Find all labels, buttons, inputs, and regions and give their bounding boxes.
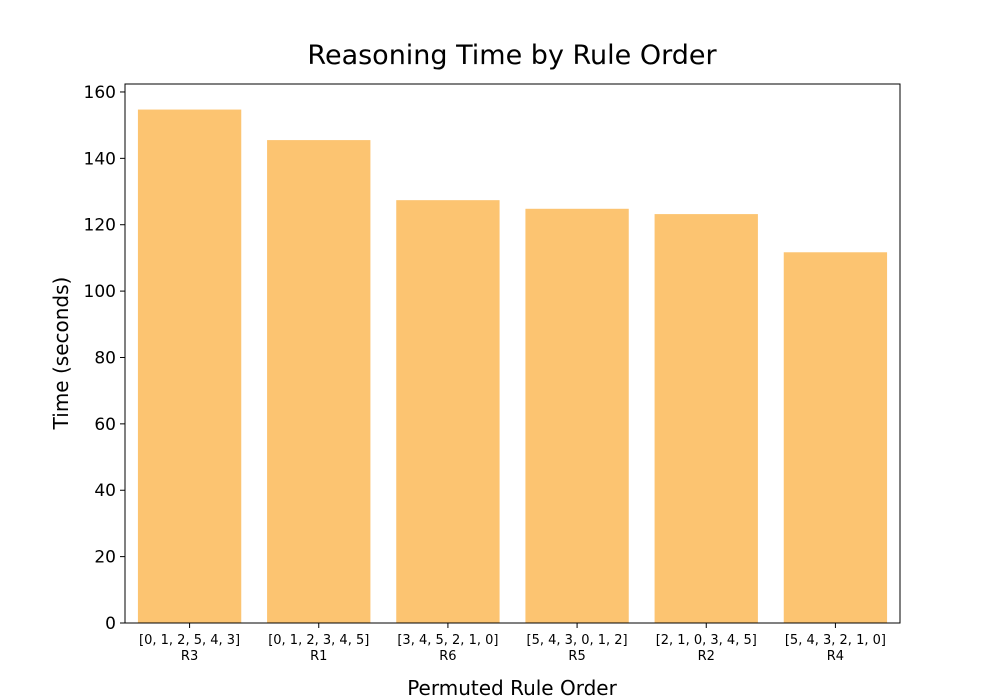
y-tick-label: 60	[94, 415, 116, 435]
y-tick-label: 100	[84, 282, 116, 302]
x-tick-label-rule: R2	[698, 649, 715, 664]
y-tick-label: 0	[105, 614, 116, 634]
x-tick-label-order: [3, 4, 5, 2, 1, 0]	[397, 633, 498, 648]
x-tick-label-rule: R3	[181, 649, 198, 664]
x-tick-label-order: [5, 4, 3, 2, 1, 0]	[785, 633, 886, 648]
y-tick-label: 120	[84, 216, 116, 236]
x-tick-label-rule: R4	[827, 649, 844, 664]
bar-r4	[783, 252, 888, 623]
x-tick-label-order: [2, 1, 0, 3, 4, 5]	[656, 633, 757, 648]
y-axis: 0 20 40 60 80 100 120 140 160	[84, 83, 125, 634]
y-tick-label: 140	[84, 149, 116, 169]
bar-r6	[396, 200, 500, 623]
x-axis-label: Permuted Rule Order	[407, 676, 617, 700]
y-tick-label: 80	[94, 348, 116, 368]
y-tick-label: 20	[94, 548, 116, 568]
plot-frame	[124, 83, 901, 624]
x-axis: [0, 1, 2, 5, 4, 3]R3 [0, 1, 2, 3, 4, 5]R1…	[139, 623, 886, 664]
x-tick-label-order: [5, 4, 3, 0, 1, 2]	[527, 633, 628, 648]
bar-r3	[137, 109, 242, 623]
bar-r1	[267, 140, 371, 623]
chart-title: Reasoning Time by Rule Order	[307, 40, 717, 71]
x-tick-label-rule: R1	[310, 649, 327, 664]
x-tick-label-rule: R6	[439, 649, 456, 664]
x-tick-label-order: [0, 1, 2, 3, 4, 5]	[268, 633, 369, 648]
x-tick-label-rule: R5	[568, 649, 585, 664]
bar-r2	[654, 214, 758, 623]
y-tick-label: 40	[94, 481, 116, 501]
y-axis-label: Time (seconds)	[49, 277, 73, 431]
bars-group	[137, 109, 888, 624]
y-tick-label: 160	[84, 83, 116, 103]
x-tick-label-order: [0, 1, 2, 5, 4, 3]	[139, 633, 240, 648]
bar-r5	[525, 208, 629, 624]
